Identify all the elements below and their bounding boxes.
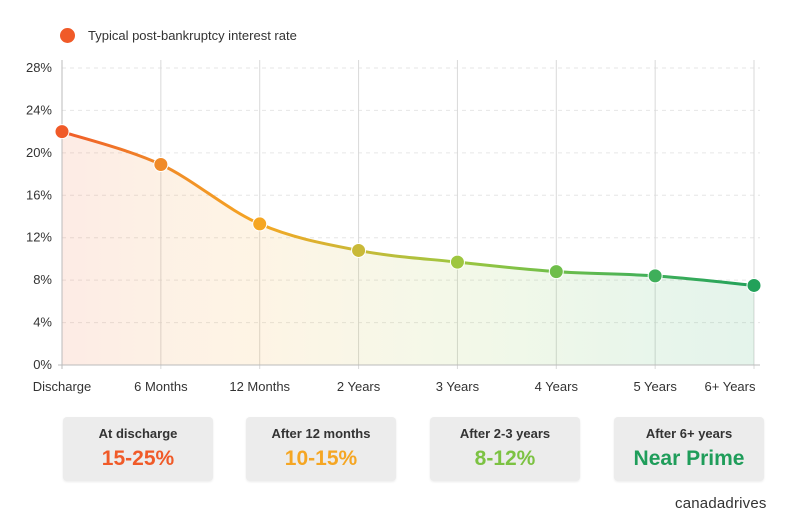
x-tick-label: 4 Years bbox=[535, 379, 579, 394]
x-tick-label: 6 Months bbox=[134, 379, 188, 394]
y-tick-labels: 0% 4% 8% 12% 16% 20% 24% 28% bbox=[26, 60, 52, 372]
card-after-2-3-years: After 2-3 years 8-12% bbox=[430, 417, 580, 481]
y-tick-label: 4% bbox=[33, 315, 52, 330]
x-tick-label: 12 Months bbox=[229, 379, 290, 394]
data-points bbox=[54, 124, 762, 293]
x-tick-label: 6+ Years bbox=[705, 379, 756, 394]
legend: Typical post-bankruptcy interest rate bbox=[60, 28, 297, 43]
card-title: After 12 months bbox=[271, 426, 371, 441]
interest-rate-chart: 0% 4% 8% 12% 16% 20% 24% 28% Discharge 6 Months 1… bbox=[26, 60, 762, 394]
card-title: After 2-3 years bbox=[459, 426, 551, 441]
y-tick-label: 24% bbox=[26, 102, 52, 117]
data-point bbox=[647, 268, 663, 284]
card-title: After 6+ years bbox=[645, 426, 733, 441]
data-point bbox=[351, 242, 367, 258]
grid bbox=[62, 60, 760, 369]
x-tick-label: 5 Years bbox=[633, 379, 677, 394]
y-tick-label: 20% bbox=[26, 145, 52, 160]
card-value: Near Prime bbox=[633, 447, 745, 470]
data-point bbox=[153, 157, 169, 173]
y-tick-label: 12% bbox=[26, 230, 52, 245]
legend-label: Typical post-bankruptcy interest rate bbox=[88, 28, 297, 43]
x-tick-label: Discharge bbox=[33, 379, 92, 394]
card-at-discharge: At discharge 15-25% bbox=[63, 417, 213, 481]
x-tick-labels: Discharge 6 Months 12 Months 2 Years 3 Years… bbox=[33, 379, 756, 394]
x-tick-label: 3 Years bbox=[436, 379, 480, 394]
axes bbox=[58, 60, 760, 369]
data-point bbox=[746, 277, 762, 293]
legend-marker bbox=[60, 28, 75, 43]
card-after-12-months: After 12 months 10-15% bbox=[246, 417, 396, 481]
card-value: 15-25% bbox=[101, 447, 175, 470]
area-fill bbox=[62, 131, 754, 365]
y-tick-label: 0% bbox=[33, 357, 52, 372]
card-title: At discharge bbox=[98, 426, 178, 441]
y-tick-label: 8% bbox=[33, 272, 52, 287]
data-point bbox=[449, 254, 465, 270]
x-tick-label: 2 Years bbox=[337, 379, 381, 394]
data-point bbox=[54, 124, 70, 140]
y-tick-label: 28% bbox=[26, 60, 52, 75]
card-after-6-years: After 6+ years Near Prime bbox=[614, 417, 764, 481]
brand-logo: canadadrives bbox=[675, 495, 767, 512]
card-value: 10-15% bbox=[284, 447, 358, 470]
data-point bbox=[548, 264, 564, 280]
data-point bbox=[252, 216, 268, 232]
card-value: 8-12% bbox=[474, 447, 536, 470]
y-tick-label: 16% bbox=[26, 187, 52, 202]
